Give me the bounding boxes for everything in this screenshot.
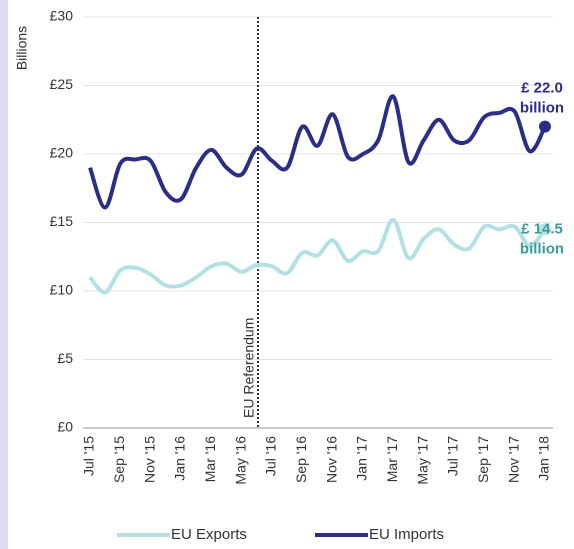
y-tick-label: £20 (50, 145, 74, 161)
x-tick-label: Sep '16 (293, 436, 309, 483)
end-point (539, 223, 551, 236)
end-label: billion (520, 240, 564, 257)
x-tick-label: Jan '18 (536, 436, 552, 481)
x-tick-label: Jan '16 (172, 436, 188, 481)
x-tick-label: Mar '17 (384, 436, 400, 482)
referendum-label: EU Referendum (241, 318, 257, 418)
x-tick-label: Nov '17 (505, 436, 521, 483)
side-strip (0, 0, 8, 549)
x-tick-label: Jul '16 (263, 436, 279, 476)
series-line (88, 94, 547, 210)
y-tick-label: £15 (50, 213, 74, 229)
end-label: £ 22.0 (521, 80, 563, 97)
end-label: billion (520, 100, 564, 117)
x-tick-label: Nov '15 (141, 436, 157, 483)
legend-label: EU Imports (369, 526, 444, 543)
x-tick-label: Sep '15 (111, 436, 127, 483)
y-tick-label: £0 (57, 419, 73, 435)
legend-label: EU Exports (171, 526, 247, 543)
x-tick-label: Nov '16 (323, 436, 339, 483)
x-tick-label: May '16 (232, 436, 248, 485)
x-tick-label: Jul '17 (445, 436, 461, 476)
y-tick-label: £10 (50, 282, 74, 298)
x-tick-label: Jan '17 (354, 436, 370, 481)
y-tick-label: £25 (50, 76, 74, 92)
x-tick-label: Jul '15 (81, 436, 97, 476)
y-tick-label: £5 (57, 350, 73, 366)
end-point (539, 120, 551, 133)
x-tick-label: May '17 (414, 436, 430, 485)
y-tick-label: £30 (50, 8, 74, 24)
x-tick-label: Mar '16 (202, 436, 218, 482)
end-label: £ 14.5 (521, 220, 563, 237)
series-line (88, 217, 547, 295)
y-axis-title: Billions (14, 26, 30, 70)
x-tick-label: Sep '17 (475, 436, 491, 483)
